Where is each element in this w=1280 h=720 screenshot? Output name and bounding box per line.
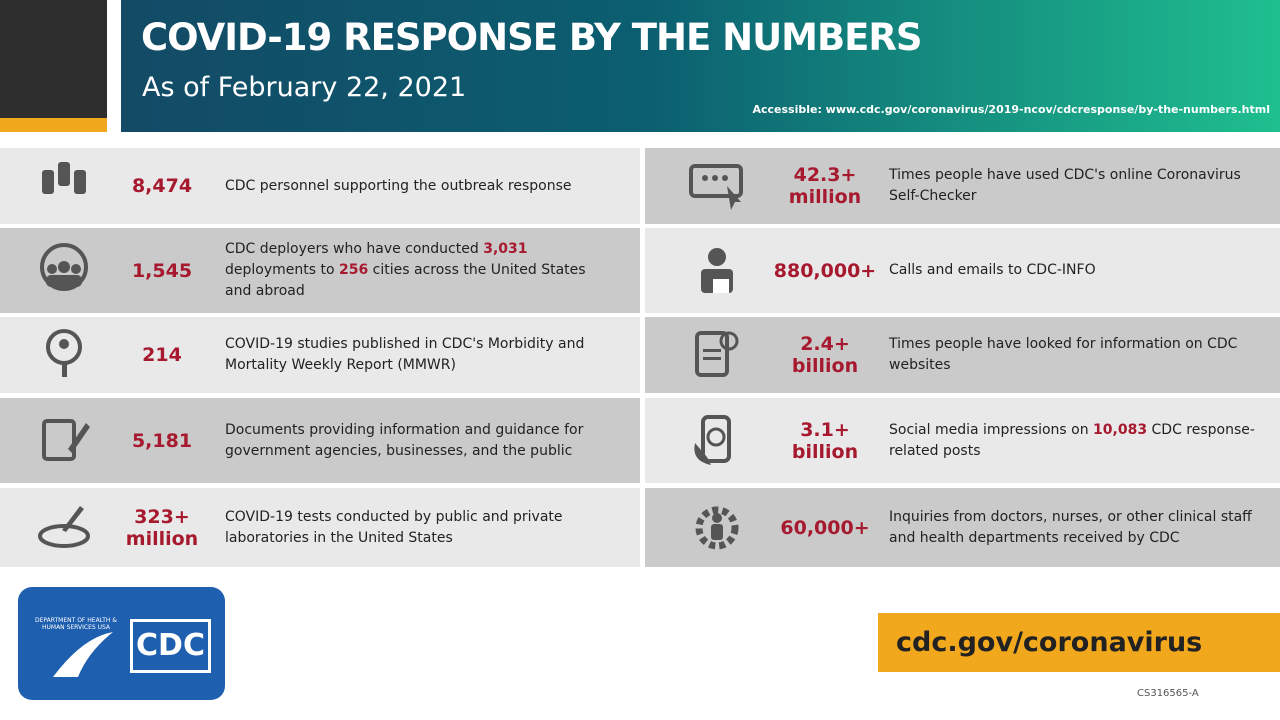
- stat-row: 1,545 CDC deployers who have conducted 3,…: [0, 228, 640, 313]
- logo-text: CDC: [130, 619, 211, 673]
- stat-row: 3.1+ billion Social media impressions on …: [645, 398, 1280, 483]
- text: COVID-19 tests conducted by public and p…: [225, 508, 563, 546]
- stat-description: Times people have looked for information…: [889, 334, 1264, 376]
- code: CS316565-A: [1137, 688, 1199, 699]
- highlight: 256: [339, 262, 369, 278]
- icon: [38, 505, 90, 548]
- stat-description: Documents providing information and guid…: [225, 420, 610, 462]
- stat-row: 60,000+ Inquiries from doctors, nurses, o…: [645, 488, 1280, 567]
- text: Times people have used CDC's online Coro…: [889, 167, 1241, 204]
- icon: [695, 331, 739, 377]
- stat-value: 3.1+ billion: [791, 418, 859, 463]
- text: Social media impressions on: [889, 421, 1094, 438]
- stat-row: 42.3+ million Times people have used CDC'…: [645, 148, 1280, 224]
- subtitle: As of February 22, 2021: [142, 72, 467, 103]
- stat-description: Calls and emails to CDC-INFO: [889, 260, 1264, 281]
- text: deployments to: [225, 262, 339, 278]
- stat-row: 214 COVID-19 studies published in CDC's M…: [0, 317, 640, 393]
- stat-description: CDC deployers who have conducted 3,031 d…: [225, 239, 610, 302]
- logo: DEPARTMENT OF HEALTH & HUMAN SERVICES US…: [18, 587, 225, 700]
- stat-value: 880,000+: [773, 259, 877, 282]
- title: COVID-19 RESPONSE BY THE NUMBERS: [141, 16, 923, 59]
- stat-row: 2.4+ billion Times people have looked for…: [645, 317, 1280, 393]
- stat-value: 8,474: [131, 175, 193, 197]
- highlight: 10,083: [1093, 421, 1148, 438]
- link[interactable]: Accessible: www.cdc.gov/coronavirus/2019…: [752, 103, 1270, 116]
- text: CDC deployers who have conducted: [225, 241, 484, 257]
- stat-value: 323+ million: [125, 505, 199, 550]
- corner-block: [0, 0, 107, 118]
- stat-description: Times people have used CDC's online Coro…: [889, 165, 1264, 207]
- icon: [46, 329, 82, 377]
- text: Documents providing information and guid…: [225, 421, 584, 459]
- icon: [701, 247, 733, 293]
- text: Calls and emails to CDC-INFO: [889, 262, 1096, 278]
- icon: [42, 162, 86, 194]
- stat-value: 1,545: [131, 259, 193, 282]
- stat-value: 60,000+: [780, 516, 870, 539]
- seal-icon: [53, 632, 113, 677]
- stat-row: 8,474 CDC personnel supporting the outbre…: [0, 148, 640, 224]
- text: cities across the United States and abro…: [225, 262, 586, 299]
- text: Inquiries from doctors, nurses, or other…: [889, 508, 1252, 546]
- stat-value: 42.3+ million: [788, 164, 862, 208]
- icon: [694, 414, 731, 465]
- seal-text: DEPARTMENT OF HEALTH & HUMAN SERVICES US…: [35, 617, 117, 631]
- stat-row: 323+ million COVID-19 tests conducted by …: [0, 488, 640, 567]
- icon: [42, 418, 90, 461]
- text: CDC response-related posts: [889, 421, 1255, 459]
- url[interactable]: cdc.gov/coronavirus: [878, 613, 1280, 672]
- stat-value: 214: [142, 344, 182, 366]
- header-bar: COVID-19 RESPONSE BY THE NUMBERS As of F…: [121, 0, 1280, 132]
- highlight: 3,031: [483, 241, 528, 257]
- corner-stripe: [0, 118, 107, 132]
- icon: [689, 164, 743, 210]
- text: CDC personnel supporting the outbreak re…: [225, 177, 572, 194]
- stat-description: COVID-19 tests conducted by public and p…: [225, 507, 610, 549]
- stat-value: 2.4+ billion: [791, 333, 859, 377]
- icon: [40, 242, 88, 291]
- text: Times people have looked for information…: [889, 336, 1238, 373]
- stat-description: COVID-19 studies published in CDC's Morb…: [225, 334, 610, 376]
- stat-description: Social media impressions on 10,083 CDC r…: [889, 420, 1264, 462]
- stat-row: 880,000+ Calls and emails to CDC-INFO: [645, 228, 1280, 313]
- icon: [695, 506, 739, 549]
- stat-value: 5,181: [131, 429, 193, 452]
- stat-row: 5,181 Documents providing information and…: [0, 398, 640, 483]
- text: COVID-19 studies published in CDC's Morb…: [225, 336, 585, 373]
- stat-description: CDC personnel supporting the outbreak re…: [225, 176, 610, 197]
- stat-description: Inquiries from doctors, nurses, or other…: [889, 507, 1264, 549]
